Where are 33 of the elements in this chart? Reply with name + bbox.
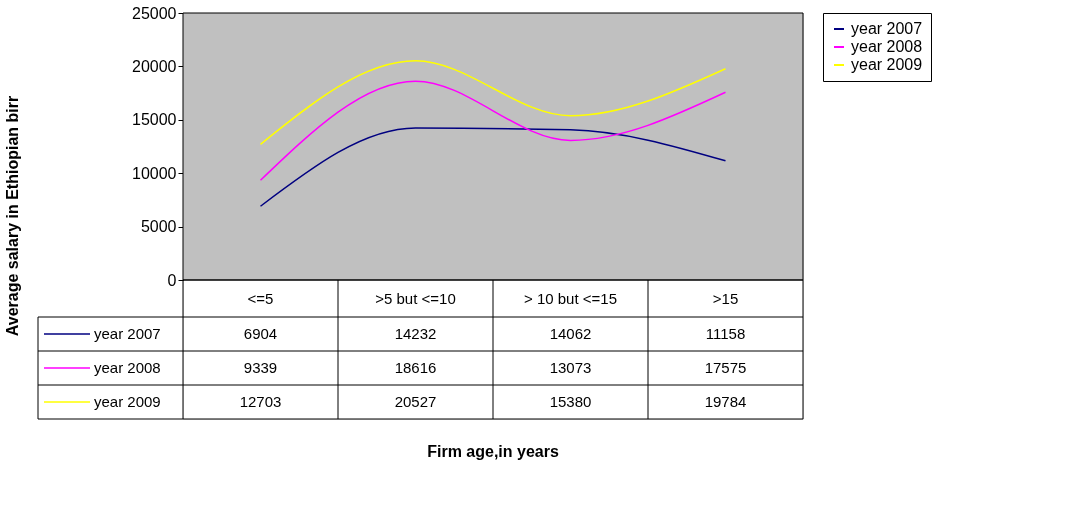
- y-tick-label: 15000: [132, 111, 177, 129]
- text: Firm age,in years: [427, 443, 559, 460]
- x-tick-label: > 10 but <=15: [523, 289, 618, 307]
- legend-label: year 2008: [851, 38, 923, 55]
- data-label: 13073: [549, 359, 592, 376]
- legend-label: year 2009: [851, 56, 923, 73]
- x-tick-label: >5 but <=10: [375, 289, 456, 307]
- y-tick-label: 0: [167, 271, 177, 289]
- legend-label: year 2007: [851, 20, 923, 37]
- line-series: [259, 60, 727, 146]
- data-label: 20527: [394, 393, 437, 410]
- data-label: 15380: [549, 393, 592, 410]
- data-label: 14232: [394, 325, 437, 342]
- text: year 2007: [94, 325, 161, 342]
- text: year 2009: [94, 393, 161, 410]
- data-label: 18616: [394, 359, 437, 376]
- data-label: 19784: [704, 393, 747, 410]
- y-tick-label: 25000: [132, 4, 177, 22]
- y-tick-label: 5000: [140, 218, 177, 236]
- data-label: 9339: [243, 359, 278, 376]
- line-series: [259, 127, 727, 208]
- data-label: 17575: [704, 359, 747, 376]
- x-tick-label: >15: [712, 289, 739, 307]
- y-tick-label: 10000: [132, 164, 177, 182]
- text: Average salary in Ethiopian birr: [4, 95, 21, 337]
- data-label: 11158: [705, 325, 746, 342]
- data-label: 6904: [243, 325, 278, 342]
- x-tick-label: <=5: [247, 289, 274, 307]
- data-label: 14062: [549, 325, 592, 342]
- line-series: [259, 80, 727, 182]
- text: year 2008: [94, 359, 161, 376]
- data-label: 12703: [239, 393, 282, 410]
- y-tick-label: 20000: [132, 57, 177, 75]
